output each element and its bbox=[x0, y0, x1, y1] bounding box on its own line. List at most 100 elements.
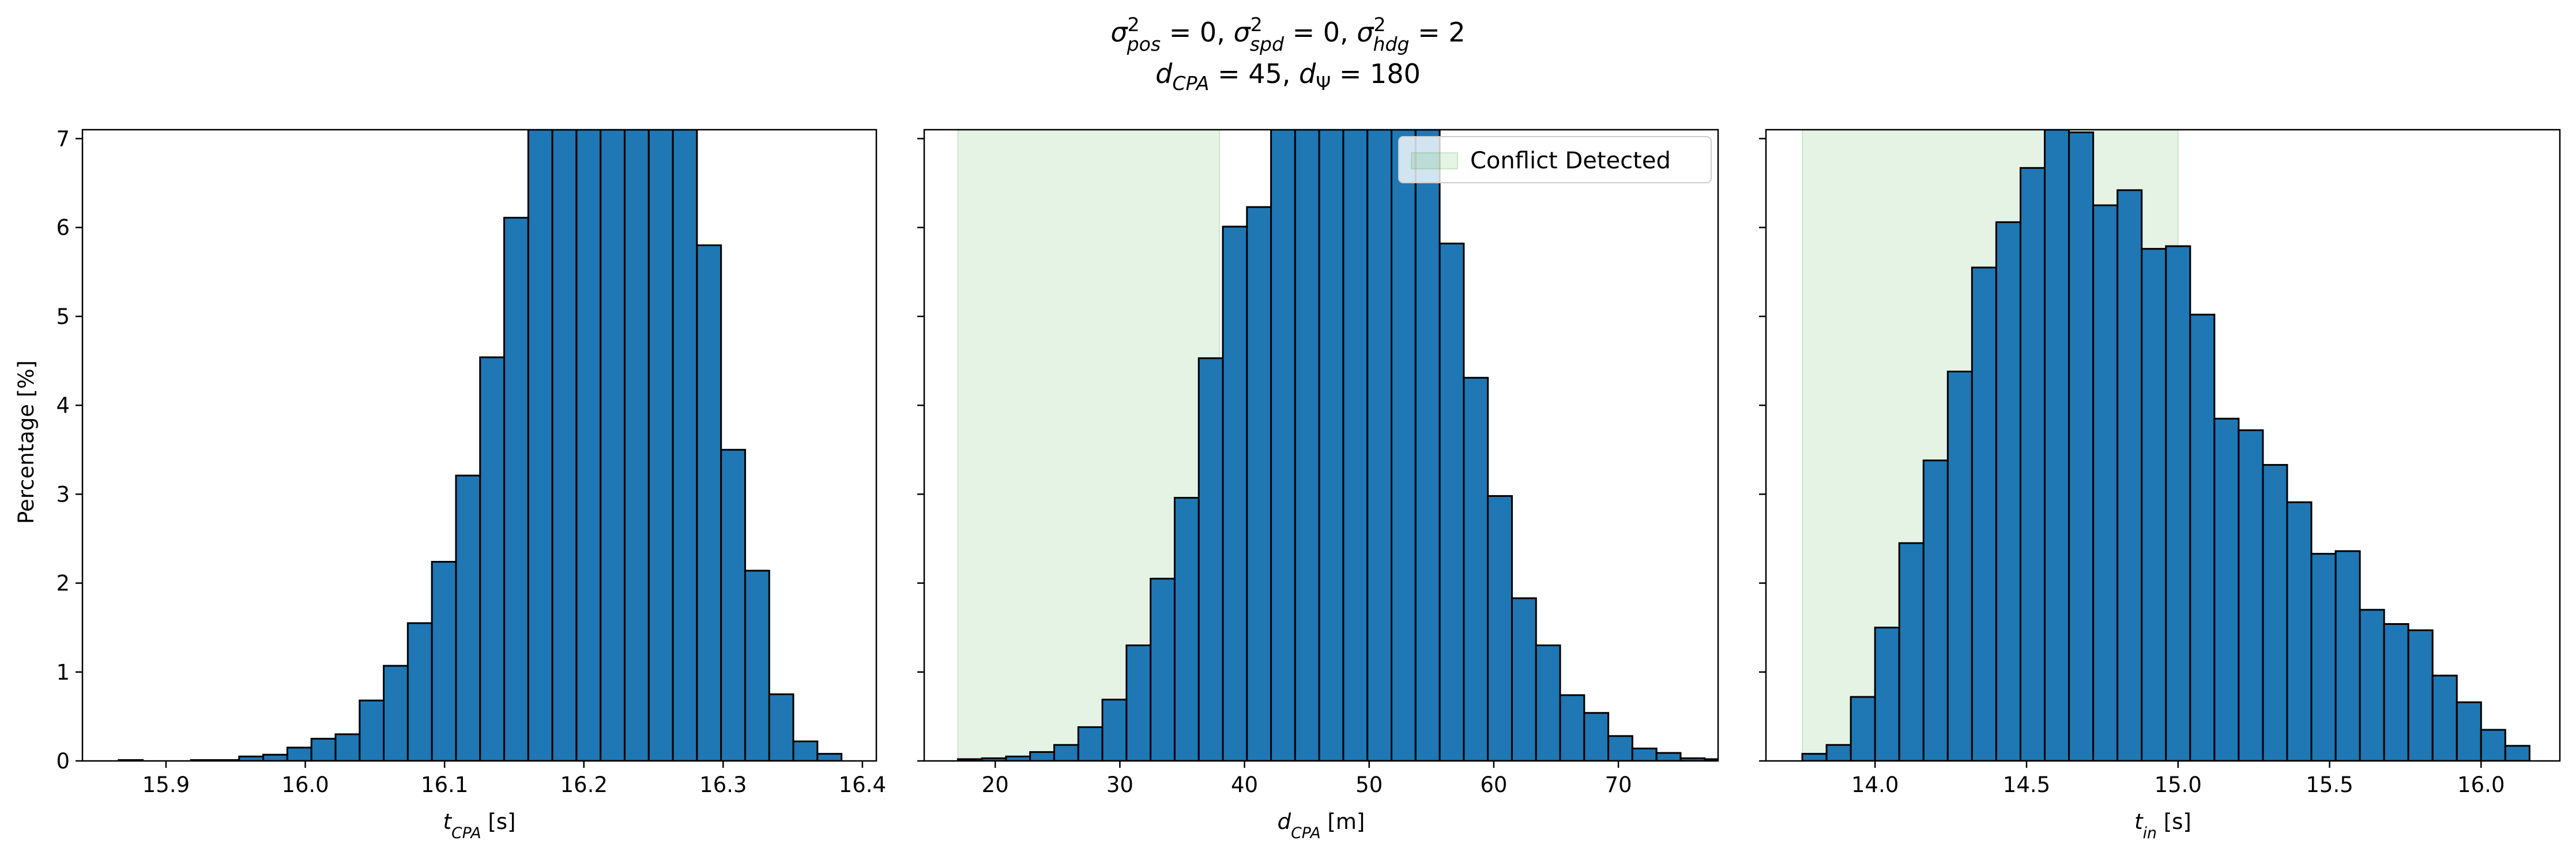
histogram-bar bbox=[2238, 429, 2264, 761]
histogram-bar bbox=[2044, 130, 2070, 761]
histogram-bar bbox=[2480, 729, 2506, 761]
x-tick-label: 14.0 bbox=[1851, 772, 1899, 797]
histogram-bar bbox=[2334, 550, 2361, 761]
histogram-panel-3: 14.0 14.5 15.0 15.5 16.0 tin [s] bbox=[1759, 129, 2561, 842]
histogram-bar bbox=[2116, 189, 2143, 761]
x-tick-label: 15.0 bbox=[2155, 772, 2202, 797]
histogram-bar bbox=[2141, 248, 2167, 761]
histogram-bar bbox=[1318, 130, 1345, 761]
histogram-panel-1: 15.9 16.0 16.1 16.2 16.3 16.4 0 1 2 3 4 5 6 7 tCPA [s] bbox=[56, 126, 886, 842]
histogram-bar bbox=[647, 130, 674, 761]
histogram-bar bbox=[1438, 242, 1465, 761]
axes-frame bbox=[923, 129, 1719, 762]
histogram-bar bbox=[1995, 221, 2021, 761]
histogram-bar bbox=[1414, 130, 1441, 761]
histogram-bar bbox=[2068, 131, 2095, 761]
legend-box bbox=[1398, 136, 1712, 183]
x-axis-label: tCPA [s] bbox=[443, 809, 516, 842]
histogram-bar bbox=[2359, 609, 2385, 761]
histogram-bar bbox=[1053, 744, 1079, 761]
histogram-bar bbox=[1077, 726, 1104, 761]
histogram-bar bbox=[1874, 627, 1900, 761]
legend-swatch bbox=[1411, 152, 1458, 169]
histogram-bar bbox=[406, 622, 433, 761]
x-tick-label: 15.5 bbox=[2306, 772, 2353, 797]
figure-title-line2: dCPA = 45, dΨ = 180 bbox=[1155, 58, 1421, 95]
histogram-bar bbox=[2286, 501, 2313, 761]
histogram-bar bbox=[1150, 578, 1176, 761]
x-tick-label: 16.3 bbox=[699, 772, 747, 797]
histogram-bar bbox=[1850, 696, 1876, 761]
histogram-bar bbox=[1391, 130, 1417, 761]
histogram-panel-2: 20 30 40 50 60 70 dCPA [m] Conflict Detected bbox=[917, 129, 1719, 842]
y-tick-label: 4 bbox=[56, 393, 70, 418]
histogram-bar bbox=[1607, 735, 1633, 761]
histogram-bar bbox=[1246, 206, 1272, 761]
histogram-bar bbox=[1971, 266, 1997, 761]
histogram-bar bbox=[1197, 357, 1224, 761]
histogram-bar bbox=[1029, 751, 1056, 761]
histogram-bar bbox=[2262, 463, 2288, 761]
histogram-bar bbox=[672, 130, 698, 761]
histogram-bar bbox=[1825, 744, 1852, 761]
axes-frame bbox=[81, 129, 878, 762]
histogram-bar bbox=[1222, 225, 1248, 761]
y-tick-label: 0 bbox=[56, 749, 70, 774]
histogram-bar bbox=[1631, 747, 1658, 761]
histogram-bar bbox=[2092, 204, 2119, 761]
histogram-bar bbox=[455, 474, 481, 761]
histogram-bar bbox=[1898, 542, 1925, 761]
x-axis-label: tin [s] bbox=[2134, 809, 2191, 842]
histogram-bar bbox=[1125, 644, 1152, 761]
legend-label: Conflict Detected bbox=[1470, 148, 1671, 174]
histogram-bar bbox=[720, 448, 746, 761]
histogram-bar bbox=[1487, 495, 1513, 761]
histogram-bar bbox=[1583, 712, 1610, 761]
y-tick-label: 7 bbox=[56, 126, 70, 151]
histogram-bar bbox=[1801, 753, 1828, 761]
histogram-bar bbox=[2189, 314, 2216, 761]
histogram-bar bbox=[2019, 167, 2046, 761]
histogram-bar bbox=[262, 753, 288, 761]
histogram-bar bbox=[551, 130, 578, 761]
histogram-bar bbox=[1101, 699, 1128, 761]
histogram-bar bbox=[1342, 130, 1369, 761]
x-tick-label: 40 bbox=[1231, 772, 1258, 797]
histogram-bar bbox=[2431, 674, 2458, 761]
histogram-bar bbox=[2165, 245, 2191, 761]
x-axis-label: dCPA [m] bbox=[1278, 809, 1365, 842]
x-tick-label: 16.0 bbox=[2457, 772, 2505, 797]
histogram-bar bbox=[600, 130, 626, 761]
x-tick-label: 50 bbox=[1355, 772, 1383, 797]
histogram-bar bbox=[1173, 496, 1200, 761]
histogram-bar bbox=[479, 356, 506, 761]
histogram-bar bbox=[1270, 130, 1296, 761]
legend: Conflict Detected bbox=[1398, 136, 1712, 183]
histogram-bar bbox=[359, 699, 385, 761]
histogram-bar bbox=[1655, 752, 1682, 761]
histogram-bar bbox=[2383, 623, 2409, 761]
histogram-bar bbox=[2456, 701, 2482, 761]
histogram-bar bbox=[2310, 553, 2337, 761]
histogram-bar bbox=[527, 130, 553, 761]
y-tick-label: 1 bbox=[56, 660, 70, 685]
y-axis-label: Percentage [%] bbox=[14, 360, 39, 524]
y-tick-label: 2 bbox=[56, 571, 70, 596]
bars bbox=[1801, 130, 2530, 761]
histogram-bar bbox=[383, 665, 409, 761]
histogram-bar bbox=[1463, 376, 1489, 761]
histogram-bar bbox=[310, 737, 337, 761]
histogram-bar bbox=[816, 753, 843, 761]
histogram-bar bbox=[575, 130, 602, 761]
x-tick-label: 30 bbox=[1106, 772, 1133, 797]
x-tick-label: 60 bbox=[1480, 772, 1507, 797]
x-tick-label: 16.0 bbox=[281, 772, 329, 797]
histogram-bar bbox=[768, 693, 794, 761]
histogram-bar bbox=[1294, 130, 1320, 761]
histogram-bar bbox=[286, 747, 312, 761]
histogram-bar bbox=[1922, 459, 1949, 761]
x-tick-label: 14.5 bbox=[2003, 772, 2050, 797]
x-tick-label: 15.9 bbox=[142, 772, 190, 797]
histogram-bar bbox=[431, 561, 457, 761]
y-tick-label: 3 bbox=[56, 482, 70, 507]
